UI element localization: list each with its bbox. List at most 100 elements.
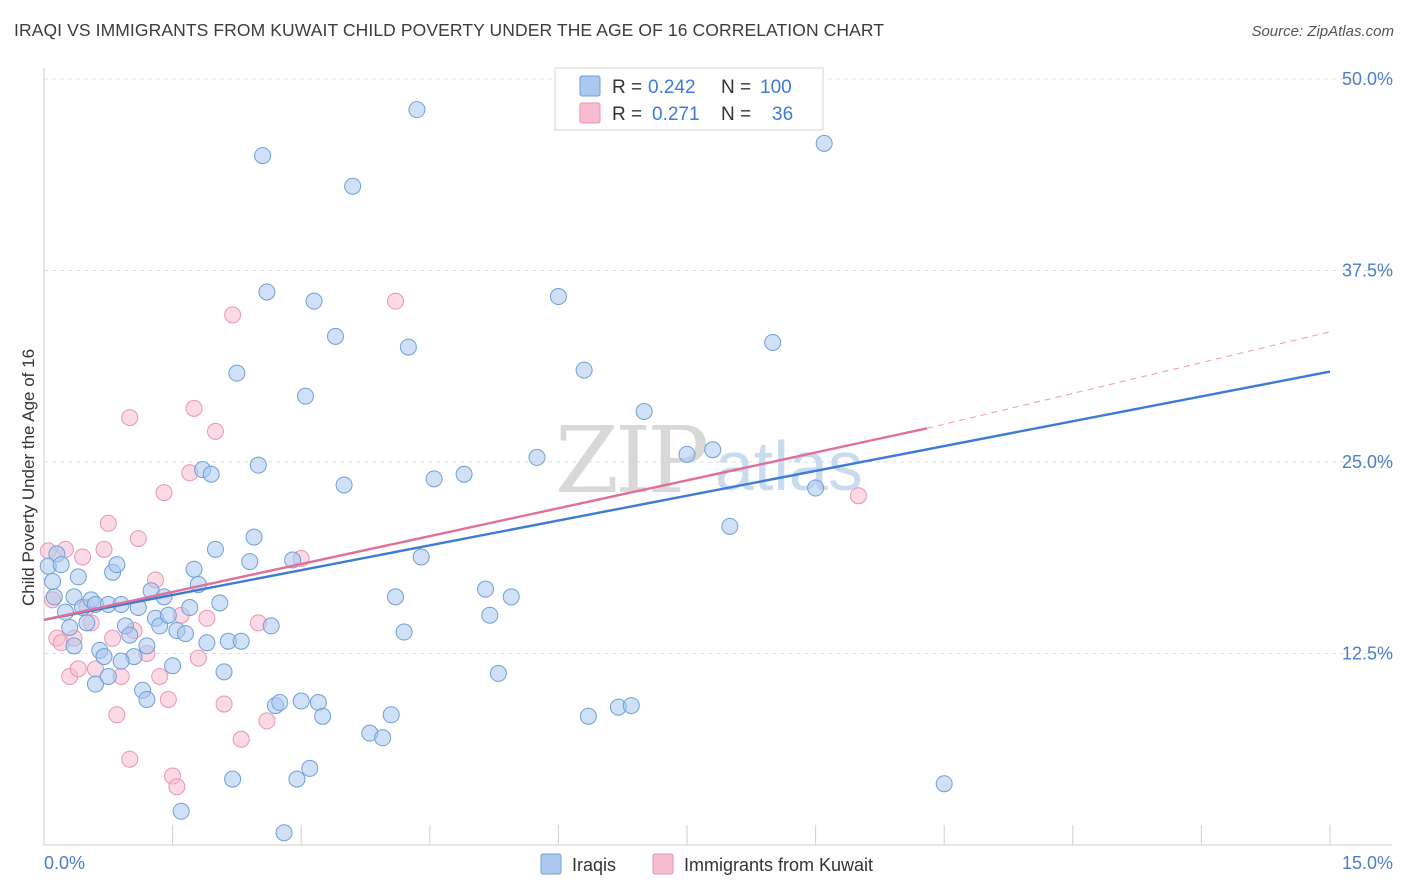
iraqis-point [271,694,289,712]
y-axis-label: Child Poverty Under the Age of 16 [19,349,38,606]
iraqis-trend-line [43,370,1331,621]
iraqis-point [305,292,323,310]
iraqis-point [399,338,417,356]
kuwait-points [39,292,867,796]
iraqis-n-value: 100 [760,77,792,98]
kuwait-point [215,695,233,713]
iraqis-point [288,770,306,788]
iraqis-point [86,675,104,693]
iraqis-point [477,580,495,598]
iraqis-point [935,775,953,793]
iraqis-point [232,632,250,650]
iraqis-point [549,288,567,306]
stats-legend: R = 0.242 N = 100 R = 0.271 N = 36 [554,67,824,131]
iraqis-point [224,770,242,788]
iraqis-point [721,517,739,535]
kuwait-point [189,649,207,667]
iraqis-point [764,334,782,352]
iraqis-swatch [579,75,601,97]
iraqis-point [807,479,825,497]
iraqis-point [258,283,276,301]
kuwait-point [185,399,203,417]
kuwait-point [224,306,242,324]
iraqis-point [296,387,314,405]
iraqis-point [382,706,400,724]
source-label: Source: ZipAtlas.com [1251,23,1394,40]
x-tick-label-min: 0.0% [44,853,85,873]
kuwait-point [258,712,276,730]
iraqis-point [326,327,344,345]
iraqis-point [172,802,190,820]
kuwait-r-label: R = [612,104,642,125]
kuwait-point [69,660,87,678]
iraqis-point [211,594,229,612]
legend-kuwait-label: Immigrants from Kuwait [684,855,873,875]
iraqis-point [412,548,430,566]
kuwait-point [108,706,126,724]
y-tick-label: 50.0% [1342,69,1393,89]
iraqis-point [245,528,263,546]
kuwait-swatch [579,102,601,124]
iraqis-point [374,729,392,747]
iraqis-point [387,588,405,606]
tick-labels: 12.5% 25.0% 37.5% 50.0% 0.0% 15.0% [44,69,1393,873]
kuwait-point [74,548,92,566]
series-legend: Iraqis Immigrants from Kuwait [540,853,873,875]
iraqis-point [622,697,640,715]
iraqis-point [575,361,593,379]
kuwait-point [121,409,139,427]
iraqis-point [275,824,293,842]
iraqis-point [202,465,220,483]
iraqis-point [249,456,267,474]
iraqis-point [164,657,182,675]
iraqis-point [61,618,79,636]
iraqis-point [335,476,353,494]
axes [43,68,1392,846]
iraqis-n-label: N = [721,77,751,98]
iraqis-point [206,540,224,558]
iraqis-point [815,134,833,152]
kuwait-trend-line [43,427,928,621]
chart-title: IRAQI VS IMMIGRANTS FROM KUWAIT CHILD PO… [14,20,885,40]
x-tick-label-max: 15.0% [1342,853,1393,873]
legend-iraqis-swatch [540,853,562,875]
iraqis-point [254,147,272,165]
iraqis-r-value: 0.242 [648,77,696,98]
iraqis-point [228,364,246,382]
kuwait-r-value: 0.271 [652,104,700,125]
iraqis-point [262,617,280,635]
iraqis-point [44,572,62,590]
kuwait-point [206,422,224,440]
iraqis-point [408,101,426,119]
kuwait-point [99,514,117,532]
kuwait-point [121,750,139,768]
iraqis-point [704,441,722,459]
iraqis-point [678,445,696,463]
iraqis-point [481,606,499,624]
iraqis-point [425,470,443,488]
kuwait-n-value: 36 [772,104,793,125]
kuwait-n-label: N = [721,104,751,125]
kuwait-point [198,609,216,627]
iraqis-point [241,553,259,571]
iraqis-point [185,560,203,578]
y-tick-label: 12.5% [1342,644,1393,664]
y-tick-label: 25.0% [1342,452,1393,472]
kuwait-point [104,629,122,647]
iraqis-point [95,648,113,666]
kuwait-point [232,730,250,748]
iraqis-point [579,707,597,725]
iraqis-point [69,568,87,586]
iraqis-point [528,448,546,466]
legend-kuwait-swatch [652,853,674,875]
iraqis-point [65,637,83,655]
iraqis-point [395,623,413,641]
kuwait-point [155,484,173,502]
iraqis-point [198,634,216,652]
kuwait-point [168,778,186,796]
iraqis-point [215,663,233,681]
iraqis-point [99,667,117,685]
iraqis-point [138,690,156,708]
iraqis-point [181,599,199,617]
